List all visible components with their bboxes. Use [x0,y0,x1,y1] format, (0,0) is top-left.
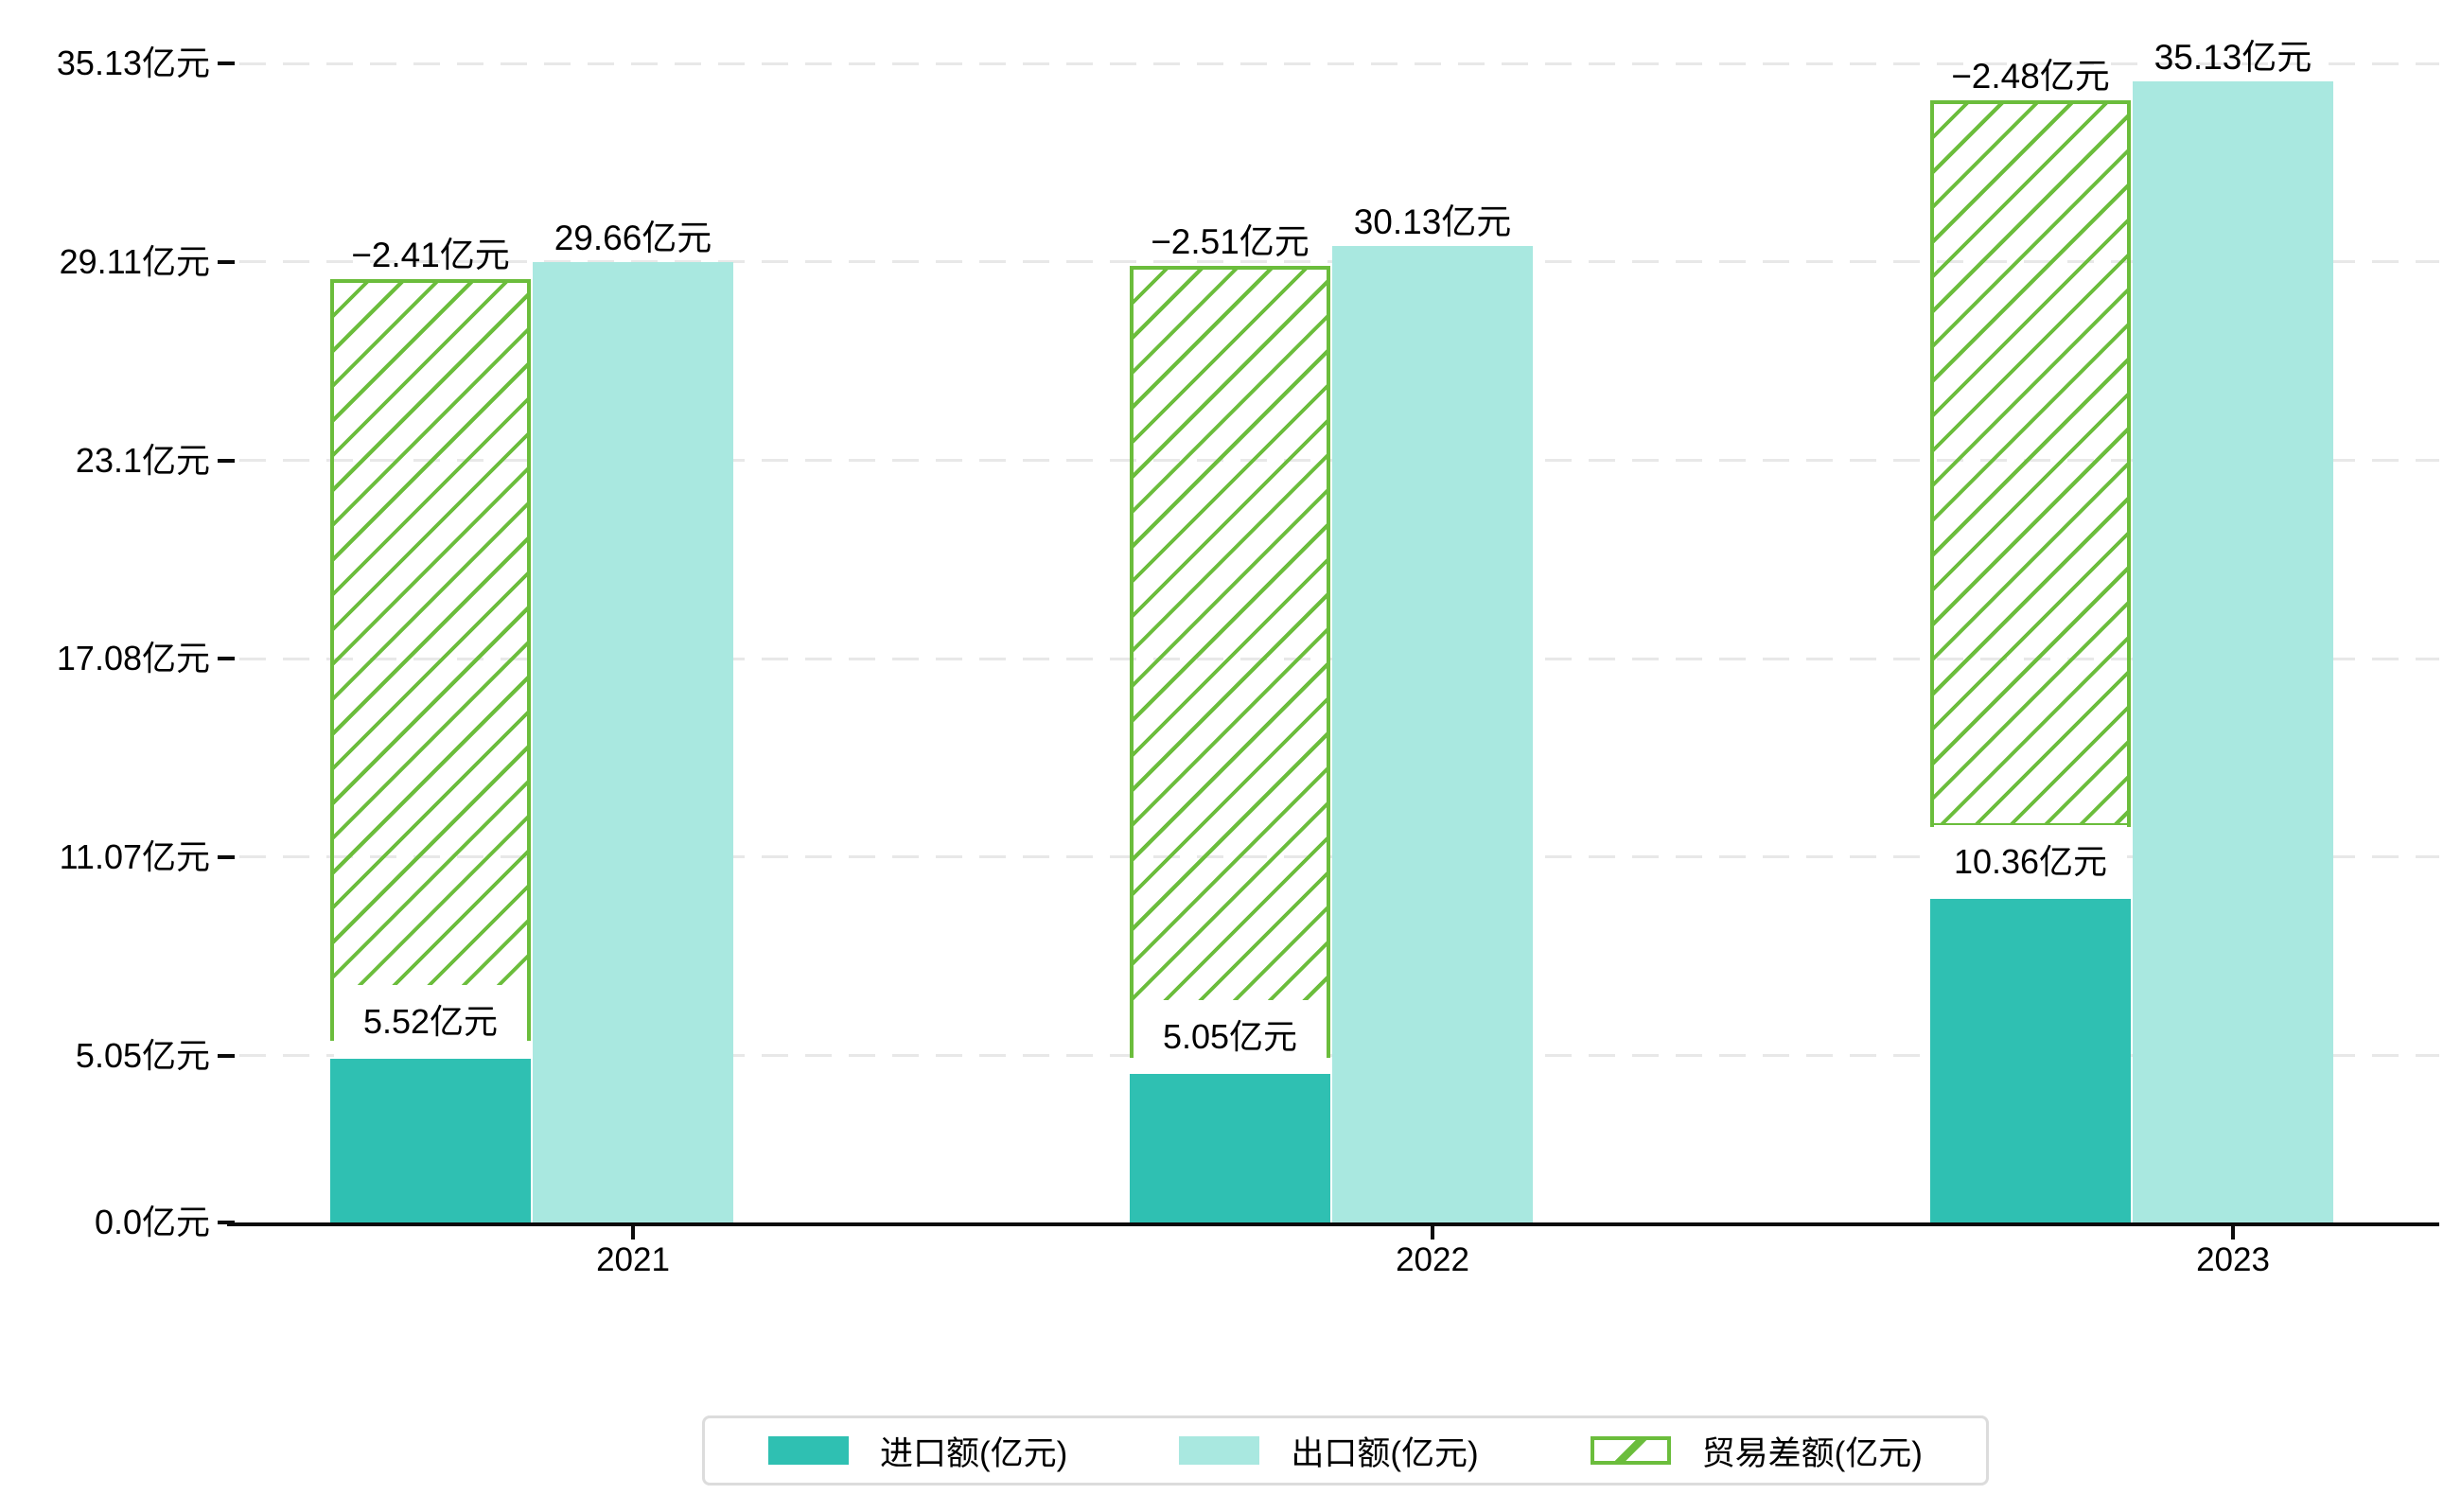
trade-balance-value-label: −2.48亿元 [1951,57,2110,97]
legend-item-import: 进口额(亿元) [768,1427,1067,1475]
y-axis-tick-mark [218,1221,235,1224]
y-axis-tick-label: 29.11亿元 [59,241,210,281]
y-axis-tick-mark [218,657,235,661]
y-axis-tick-mark [218,854,235,859]
trade-balance-hatched-bar [330,278,531,1042]
trade-balance-hatched-bar [1930,100,2131,827]
import-value-label-box: 5.52亿元 [334,984,527,1059]
export-value-label: 29.66亿元 [554,218,712,257]
export-bar [533,261,733,1222]
import-bar [330,1058,531,1222]
trade-balance-value-label: −2.41亿元 [351,235,510,274]
y-axis-tick-label: 17.08亿元 [56,639,210,678]
balance-hatch-swatch [1590,1436,1671,1465]
legend: 进口额(亿元) 出口额(亿元) 贸易差额(亿元) [702,1415,1989,1486]
x-axis-tick-mark [631,1226,635,1239]
y-axis-tick-label: 35.13亿元 [56,44,210,83]
import-value-label-box: 5.05亿元 [1134,999,1327,1074]
import-swatch [768,1436,850,1465]
legend-label: 贸易差额(亿元) [1701,1434,1923,1472]
export-value-label: 30.13亿元 [1353,202,1512,242]
export-bar [1332,246,1533,1222]
y-axis-tick-mark [218,458,235,463]
x-axis-year-label: 2022 [1396,1241,1469,1278]
import-bar [1930,898,2131,1222]
import-bar [1130,1073,1330,1222]
y-axis-tick-label: 23.1亿元 [75,440,210,480]
x-axis-year-label: 2021 [596,1241,670,1278]
y-gridline [239,62,2439,65]
legend-label: 出口额(亿元) [1291,1434,1479,1472]
legend-label: 进口额(亿元) [880,1434,1068,1472]
trade-balance-hatched-bar [1130,265,1330,1058]
export-swatch [1179,1436,1260,1465]
y-axis-tick-mark [218,62,235,66]
export-bar [2133,81,2333,1222]
legend-item-export: 出口额(亿元) [1179,1427,1479,1475]
y-axis-tick-label: 11.07亿元 [59,836,210,876]
y-axis-tick-mark [218,259,235,264]
x-axis-tick-mark [2231,1226,2235,1239]
import-value-label-box: 10.36亿元 [1934,824,2127,899]
x-axis-line [227,1222,2439,1226]
trade-balance-value-label: −2.51亿元 [1151,221,1310,261]
y-axis-tick-label: 0.0亿元 [94,1203,210,1241]
export-value-label: 35.13亿元 [2153,38,2312,78]
x-axis-tick-mark [1431,1226,1434,1239]
y-axis-tick-mark [218,1053,235,1058]
legend-item-balance: 贸易差额(亿元) [1590,1427,1923,1475]
x-axis-year-label: 2023 [2196,1241,2270,1278]
y-axis-tick-label: 5.05亿元 [75,1035,210,1075]
